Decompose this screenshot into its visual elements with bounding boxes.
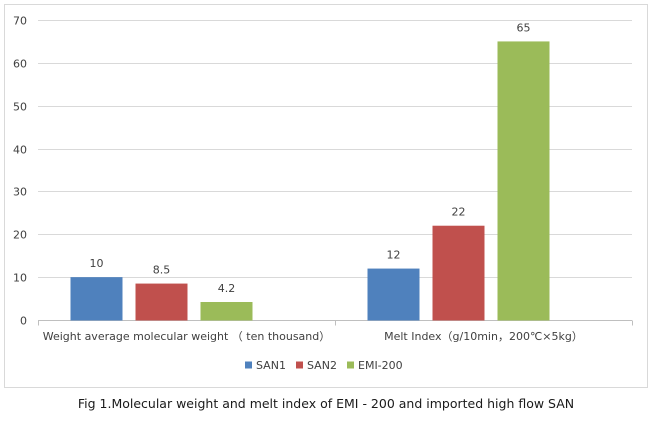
- axes: 0 10 20 30 40 50 60 70 Weight average molecular …: [13, 15, 633, 343]
- y-tick-label: 30: [13, 186, 27, 199]
- legend: SAN1 SAN2 EMI-200: [245, 359, 403, 372]
- bar: [200, 302, 253, 321]
- legend-swatch: [347, 361, 354, 369]
- bar: [432, 225, 485, 321]
- bars: [70, 41, 550, 321]
- y-tick-label: 0: [20, 315, 27, 328]
- x-category-label: Weight average molecular weight （ ten th…: [43, 330, 331, 343]
- legend-label: SAN2: [307, 359, 337, 372]
- legend-label: SAN1: [256, 359, 286, 372]
- data-labels: 10 8.5 4.2 12 22 65: [90, 21, 531, 295]
- legend-swatch: [245, 361, 252, 369]
- legend-label: EMI-200: [358, 359, 403, 372]
- data-label: 22: [452, 206, 466, 219]
- y-tick-label: 60: [13, 58, 27, 71]
- y-tick-label: 70: [13, 15, 27, 28]
- data-label: 65: [517, 21, 531, 34]
- data-label: 8.5: [153, 264, 171, 277]
- bar: [70, 277, 123, 321]
- legend-swatch: [296, 361, 303, 369]
- y-tick-label: 50: [13, 101, 27, 114]
- x-category-label: Melt Index（g/10min，200℃×5kg）: [384, 330, 583, 343]
- bar: [497, 41, 550, 321]
- data-label: 10: [90, 257, 104, 270]
- data-label: 12: [387, 249, 401, 262]
- bar: [135, 283, 188, 321]
- bar: [367, 268, 420, 321]
- y-tick-label: 40: [13, 144, 27, 157]
- figure-caption: Fig 1.Molecular weight and melt index of…: [77, 396, 575, 411]
- data-label: 4.2: [218, 282, 236, 295]
- y-tick-label: 10: [13, 272, 27, 285]
- y-tick-label: 20: [13, 229, 27, 242]
